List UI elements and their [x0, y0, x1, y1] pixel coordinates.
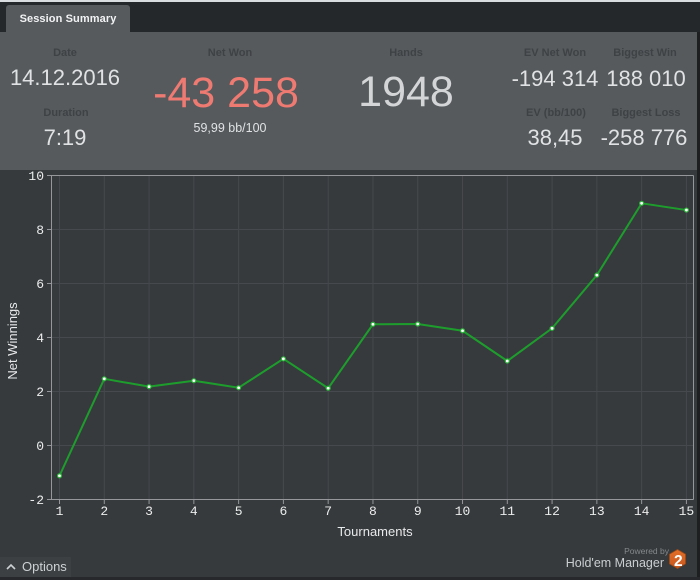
svg-text:7: 7: [324, 504, 332, 519]
svg-text:9: 9: [414, 504, 422, 519]
svg-text:11: 11: [499, 504, 515, 519]
svg-text:8: 8: [36, 223, 44, 238]
svg-text:2: 2: [100, 504, 108, 519]
svg-text:Tournaments: Tournaments: [337, 524, 413, 539]
svg-text:10: 10: [28, 170, 44, 184]
svg-text:8: 8: [369, 504, 377, 519]
svg-text:15: 15: [679, 504, 695, 519]
svg-text:6: 6: [279, 504, 287, 519]
svg-text:5: 5: [235, 504, 243, 519]
svg-text:10: 10: [455, 504, 471, 519]
svg-text:Net Winnings: Net Winnings: [5, 302, 20, 380]
svg-text:2: 2: [674, 553, 683, 569]
svg-text:2: 2: [36, 385, 44, 400]
svg-text:4: 4: [36, 331, 44, 346]
svg-text:6: 6: [36, 277, 44, 292]
svg-text:4: 4: [190, 504, 198, 519]
svg-text:0: 0: [36, 439, 44, 454]
svg-text:-2: -2: [28, 493, 44, 508]
svg-text:1: 1: [56, 504, 64, 519]
svg-text:3: 3: [145, 504, 153, 519]
svg-text:12: 12: [544, 504, 560, 519]
svg-text:13: 13: [589, 504, 605, 519]
svg-text:14: 14: [634, 504, 650, 519]
